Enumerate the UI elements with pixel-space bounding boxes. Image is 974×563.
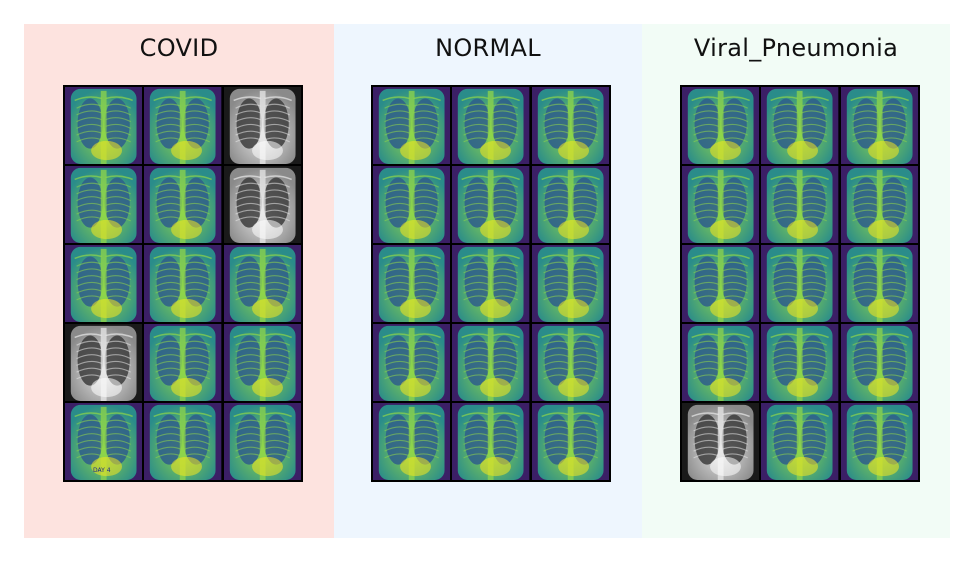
xray-thumbnail <box>840 166 918 243</box>
xray-thumbnail <box>761 166 839 243</box>
xray-thumbnail <box>65 245 143 322</box>
xray-thumbnail <box>223 87 301 164</box>
panel-title-normal: NORMAL <box>435 34 541 62</box>
panel-viral-pneumonia: Viral_Pneumonia <box>642 24 950 538</box>
xray-thumbnail <box>761 87 839 164</box>
xray-thumbnail <box>144 245 222 322</box>
xray-thumbnail <box>223 403 301 480</box>
xray-thumbnail <box>682 166 760 243</box>
xray-thumbnail <box>144 403 222 480</box>
image-grid-covid: DAY 4 <box>63 85 303 482</box>
panel-covid: COVID DAY 4 <box>24 24 334 538</box>
xray-thumbnail <box>682 403 760 480</box>
xray-thumbnail <box>373 403 451 480</box>
xray-thumbnail <box>65 166 143 243</box>
xray-thumbnail <box>144 166 222 243</box>
xray-overlay-label: DAY 4 <box>93 467 111 474</box>
xray-thumbnail <box>531 403 609 480</box>
xray-thumbnail <box>223 166 301 243</box>
xray-thumbnail <box>531 245 609 322</box>
panel-title-covid: COVID <box>139 34 219 62</box>
xray-thumbnail <box>373 324 451 401</box>
xray-thumbnail <box>840 324 918 401</box>
xray-thumbnail <box>144 324 222 401</box>
xray-thumbnail <box>223 324 301 401</box>
xray-thumbnail <box>373 245 451 322</box>
xray-thumbnail <box>682 87 760 164</box>
xray-thumbnail <box>65 324 143 401</box>
image-grid-normal <box>371 85 611 482</box>
xray-thumbnail <box>840 403 918 480</box>
xray-thumbnail <box>452 166 530 243</box>
xray-thumbnail: DAY 4 <box>65 403 143 480</box>
xray-thumbnail <box>144 87 222 164</box>
xray-thumbnail <box>65 87 143 164</box>
panel-title-viral-pneumonia: Viral_Pneumonia <box>693 34 899 62</box>
xray-thumbnail <box>761 324 839 401</box>
xray-thumbnail <box>452 245 530 322</box>
xray-thumbnail <box>531 324 609 401</box>
xray-thumbnail <box>531 166 609 243</box>
xray-thumbnail <box>761 403 839 480</box>
xray-thumbnail <box>452 87 530 164</box>
xray-thumbnail <box>373 166 451 243</box>
xray-thumbnail <box>682 245 760 322</box>
image-grid-viral-pneumonia <box>680 85 920 482</box>
xray-thumbnail <box>223 245 301 322</box>
xray-thumbnail <box>373 87 451 164</box>
xray-thumbnail <box>452 403 530 480</box>
xray-thumbnail <box>682 324 760 401</box>
xray-thumbnail <box>452 324 530 401</box>
xray-thumbnail <box>840 87 918 164</box>
xray-thumbnail <box>840 245 918 322</box>
xray-thumbnail <box>531 87 609 164</box>
xray-thumbnail <box>761 245 839 322</box>
panel-normal: NORMAL <box>334 24 642 538</box>
